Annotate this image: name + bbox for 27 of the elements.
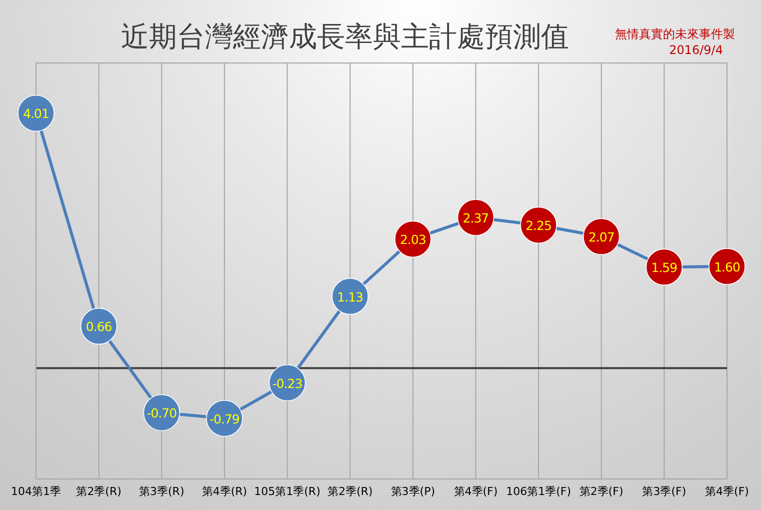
x-tick-label: 第3季(R): [139, 484, 184, 498]
data-label: 0.66: [86, 319, 112, 334]
x-tick-label: 第4季(F): [454, 484, 498, 498]
data-label: 2.25: [526, 218, 552, 234]
x-tick-label: 第4季(F): [705, 484, 749, 498]
data-label: 1.60: [714, 259, 740, 274]
data-label: 2.37: [462, 210, 489, 226]
data-label: 2.03: [400, 232, 426, 248]
data-label: -0.79: [210, 411, 240, 426]
x-tick-label: 第2季(R): [327, 484, 373, 498]
data-label: -0.23: [272, 376, 302, 391]
text: 無情真實的未來事件製: [615, 27, 735, 41]
data-label: -0.70: [146, 406, 178, 421]
data-label: 4.01: [23, 106, 49, 122]
x-tick-label: 106第1季(F): [506, 484, 571, 498]
data-label: 1.59: [651, 260, 678, 276]
chart-title: 近期台灣經濟成長率與主計處預測值: [121, 20, 569, 53]
data-label: 2.07: [588, 230, 614, 245]
x-tick-label: 第4季(R): [202, 484, 248, 498]
x-tick-label: 第3季(F): [642, 484, 686, 498]
x-tick-label: 第2季(R): [76, 484, 122, 498]
x-tick-label: 104第1季: [11, 484, 61, 498]
x-tick-label: 105第1季(R): [254, 484, 320, 498]
x-tick-label: 第2季(F): [579, 484, 624, 498]
data-label: 1.13: [337, 289, 364, 304]
x-tick-label: 第3季(P): [390, 484, 436, 498]
text: 2016/9/4: [669, 43, 723, 57]
